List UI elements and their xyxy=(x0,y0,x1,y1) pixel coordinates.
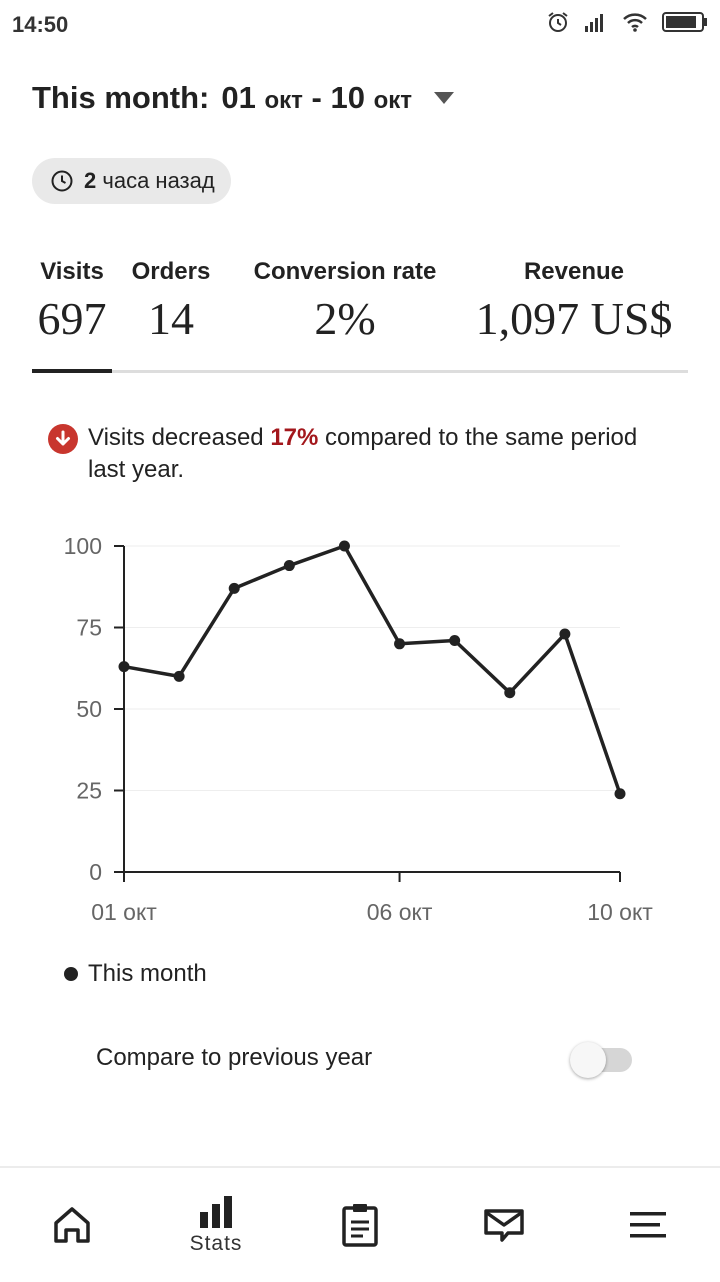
data-point xyxy=(449,635,461,647)
metric-orders[interactable]: Orders 14 xyxy=(126,258,216,345)
metric-visits[interactable]: Visits 697 xyxy=(32,258,112,345)
metric-label: Orders xyxy=(131,258,211,285)
compare-toggle[interactable] xyxy=(570,1042,634,1078)
data-point xyxy=(559,628,571,640)
period-end-day: 10 xyxy=(330,80,365,115)
data-point xyxy=(504,687,516,699)
updated-hours: 2 xyxy=(84,168,97,193)
nav-messages[interactable] xyxy=(432,1168,576,1282)
status-icons xyxy=(546,10,708,34)
bottom-nav: Stats xyxy=(0,1166,720,1282)
chart-legend: This month xyxy=(64,960,207,988)
metric-value: 2% xyxy=(314,293,376,344)
series-line xyxy=(123,544,622,795)
y-tick-label: 75 xyxy=(76,615,102,641)
compare-label: Compare to previous year xyxy=(96,1044,373,1071)
metrics-tabs: Visits 697 Orders 14 Conversion rate 2% … xyxy=(32,258,688,374)
legend-label: This month xyxy=(88,960,207,987)
data-point xyxy=(228,582,240,594)
updated-text: 2 часа назад xyxy=(84,168,215,194)
metric-value: 697 xyxy=(37,293,107,344)
metric-revenue[interactable]: Revenue 1,097 US$ xyxy=(468,258,680,345)
alarm-icon xyxy=(548,12,568,32)
data-point xyxy=(394,638,406,650)
updated-badge: 2 часа назад xyxy=(32,158,231,204)
battery-icon xyxy=(662,12,707,32)
mail-icon xyxy=(484,1209,524,1242)
period-dash: - xyxy=(311,80,322,115)
x-tick-label: 10 окт xyxy=(587,899,653,925)
nav-label-stats: Stats xyxy=(189,1232,243,1255)
arrow-down-icon xyxy=(48,424,78,454)
updated-unit: часа назад xyxy=(102,168,215,193)
period-range: 01 окт - 10 окт xyxy=(221,80,412,116)
y-tick-label: 0 xyxy=(89,859,102,885)
nav-menu[interactable] xyxy=(576,1168,720,1282)
bar-chart-icon xyxy=(200,1196,232,1228)
notice-after: compared to the same period last year. xyxy=(88,424,638,483)
notice-text: Visits decreased 17% compared to the sam… xyxy=(88,422,668,486)
nav-orders[interactable] xyxy=(288,1168,432,1282)
notice-percent: 17% xyxy=(270,424,319,451)
data-point xyxy=(338,540,350,552)
data-point xyxy=(173,670,185,682)
status-bar: 14:50 xyxy=(0,0,720,52)
metric-value: 14 xyxy=(148,293,194,344)
period-end-month: окт xyxy=(373,87,413,114)
metric-label: Visits xyxy=(40,258,104,285)
toggle-knob xyxy=(570,1042,606,1078)
clipboard-icon xyxy=(342,1204,378,1247)
metric-value: 1,097 US$ xyxy=(475,293,673,344)
clock-icon xyxy=(51,170,73,192)
period-prefix: This month: xyxy=(32,80,210,115)
y-tick-label: 50 xyxy=(76,696,102,722)
nav-home[interactable] xyxy=(0,1168,144,1282)
status-time: 14:50 xyxy=(12,12,69,37)
data-point xyxy=(614,788,626,800)
x-tick-label: 01 окт xyxy=(91,899,157,925)
chevron-down-icon[interactable] xyxy=(434,92,455,104)
wifi-icon xyxy=(623,13,647,32)
y-tick-label: 100 xyxy=(64,533,102,559)
notice-before: Visits decreased xyxy=(88,424,264,451)
x-tick-label: 06 окт xyxy=(367,899,433,925)
data-point xyxy=(283,560,295,572)
y-tick-label: 25 xyxy=(76,778,102,804)
menu-icon xyxy=(630,1212,666,1238)
period-start-day: 01 xyxy=(221,80,256,115)
signal-icon xyxy=(585,14,603,32)
legend-dot-icon xyxy=(64,967,78,981)
active-tab-indicator xyxy=(32,369,112,373)
tabs-divider xyxy=(32,370,688,373)
metric-conversion-rate[interactable]: Conversion rate 2% xyxy=(240,258,450,345)
period-start-month: окт xyxy=(264,87,303,114)
nav-stats[interactable]: Stats xyxy=(144,1168,288,1282)
visits-line-chart: 100 75 50 25 0 01 окт 06 окт 10 окт xyxy=(64,533,654,925)
period-selector[interactable]: This month: 01 окт - 10 окт xyxy=(32,80,455,116)
metric-label: Conversion rate xyxy=(253,258,437,285)
data-point xyxy=(118,661,130,673)
metric-label: Revenue xyxy=(523,258,625,285)
home-icon xyxy=(54,1207,90,1243)
